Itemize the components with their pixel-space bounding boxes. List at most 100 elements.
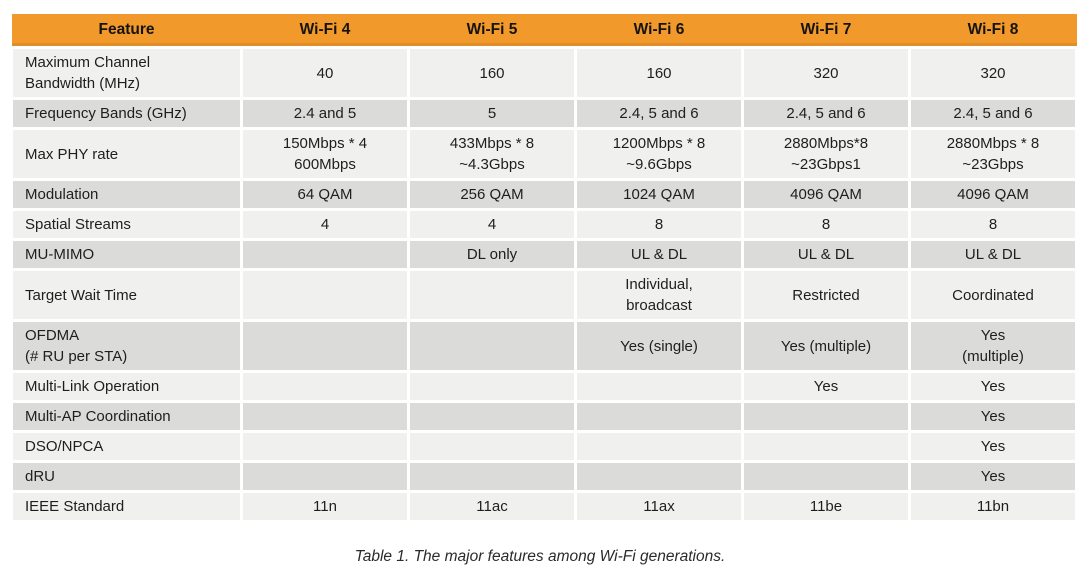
table-row: DSO/NPCA Yes [10, 430, 1078, 463]
feature-cell: Target Wait Time [10, 268, 243, 322]
value-cell: Yes [908, 460, 1078, 493]
value-cell: 5 [407, 97, 577, 130]
value-cell: 2.4 and 5 [240, 97, 410, 130]
table-row: Target Wait Time Individual, broadcast Res… [10, 268, 1078, 322]
value-cell: 11be [741, 490, 911, 523]
wifi-comparison-table: Feature Wi-Fi 4 Wi-Fi 5 Wi-Fi 6 Wi-Fi 7 … [10, 14, 1078, 523]
value-cell: 1024 QAM [574, 178, 744, 211]
value-cell: 320 [741, 46, 911, 100]
value-cell [574, 400, 744, 433]
table-row: OFDMA (# RU per STA) Yes (single) Yes (mul… [10, 319, 1078, 373]
value-cell: 2880Mbps * 8 ~23Gbps [908, 127, 1078, 181]
value-cell: 11n [240, 490, 410, 523]
value-cell [407, 319, 577, 373]
table-body: Maximum Channel Bandwidth (MHz) 40 160 160 3… [10, 46, 1078, 523]
feature-cell: Frequency Bands (GHz) [10, 97, 243, 130]
value-cell: 2.4, 5 and 6 [908, 97, 1078, 130]
feature-cell: OFDMA (# RU per STA) [10, 319, 243, 373]
value-cell: Yes (multiple) [741, 319, 911, 373]
column-header-wifi4: Wi-Fi 4 [241, 14, 409, 49]
wifi-comparison-table-wrap: Feature Wi-Fi 4 Wi-Fi 5 Wi-Fi 6 Wi-Fi 7 … [10, 14, 1078, 523]
value-cell [574, 430, 744, 463]
feature-cell: MU-MIMO [10, 238, 243, 271]
value-cell [407, 400, 577, 433]
value-cell: 4096 QAM [741, 178, 911, 211]
header-row: Feature Wi-Fi 4 Wi-Fi 5 Wi-Fi 6 Wi-Fi 7 … [11, 14, 1077, 49]
value-cell: Yes [908, 400, 1078, 433]
value-cell: 11ax [574, 490, 744, 523]
table-row: IEEE Standard 11n 11ac 11ax 11be 11bn [10, 490, 1078, 523]
table-row: Frequency Bands (GHz) 2.4 and 5 5 2.4, 5 an… [10, 97, 1078, 130]
value-cell: 160 [574, 46, 744, 100]
value-cell: Yes [908, 370, 1078, 403]
value-cell: 4 [407, 208, 577, 241]
value-cell: 8 [908, 208, 1078, 241]
value-cell [741, 430, 911, 463]
value-cell [240, 460, 410, 493]
value-cell [574, 370, 744, 403]
value-cell: 256 QAM [407, 178, 577, 211]
feature-cell: DSO/NPCA [10, 430, 243, 463]
value-cell: UL & DL [908, 238, 1078, 271]
value-cell [574, 460, 744, 493]
column-header-wifi8: Wi-Fi 8 [909, 14, 1077, 49]
table-row: Max PHY rate 150Mbps * 4 600Mbps 433Mbps *… [10, 127, 1078, 181]
value-cell [240, 238, 410, 271]
column-header-wifi5: Wi-Fi 5 [408, 14, 576, 49]
table-row: MU-MIMO DL only UL & DL UL & DL UL & DL [10, 238, 1078, 271]
table-caption: Table 1. The major features among Wi-Fi … [354, 548, 726, 565]
value-cell: Yes (single) [574, 319, 744, 373]
value-cell [240, 400, 410, 433]
value-cell [407, 460, 577, 493]
value-cell: 8 [574, 208, 744, 241]
feature-cell: Spatial Streams [10, 208, 243, 241]
value-cell [240, 370, 410, 403]
feature-cell: Max PHY rate [10, 127, 243, 181]
value-cell: 320 [908, 46, 1078, 100]
value-cell: 4 [240, 208, 410, 241]
value-cell: Individual, broadcast [574, 268, 744, 322]
value-cell: Yes [741, 370, 911, 403]
feature-cell: IEEE Standard [10, 490, 243, 523]
feature-cell: Modulation [10, 178, 243, 211]
value-cell [240, 430, 410, 463]
value-cell: Restricted [741, 268, 911, 322]
value-cell: 40 [240, 46, 410, 100]
feature-cell: Multi-AP Coordination [10, 400, 243, 433]
value-cell [240, 319, 410, 373]
column-header-wifi6: Wi-Fi 6 [575, 14, 743, 49]
value-cell: Yes [908, 430, 1078, 463]
value-cell: 160 [407, 46, 577, 100]
value-cell: Coordinated [908, 268, 1078, 322]
table-row: Multi-Link Operation Yes Yes [10, 370, 1078, 403]
column-header-feature: Feature [11, 14, 242, 49]
value-cell: 1200Mbps * 8 ~9.6Gbps [574, 127, 744, 181]
value-cell [407, 370, 577, 403]
value-cell: 2.4, 5 and 6 [741, 97, 911, 130]
value-cell [407, 430, 577, 463]
value-cell: 2880Mbps*8 ~23Gbps1 [741, 127, 911, 181]
value-cell: 64 QAM [240, 178, 410, 211]
value-cell [741, 460, 911, 493]
feature-cell: dRU [10, 460, 243, 493]
table-header: Feature Wi-Fi 4 Wi-Fi 5 Wi-Fi 6 Wi-Fi 7 … [11, 14, 1077, 49]
value-cell: DL only [407, 238, 577, 271]
feature-cell: Multi-Link Operation [10, 370, 243, 403]
value-cell: 433Mbps * 8 ~4.3Gbps [407, 127, 577, 181]
value-cell: 8 [741, 208, 911, 241]
value-cell [240, 268, 410, 322]
value-cell: 150Mbps * 4 600Mbps [240, 127, 410, 181]
value-cell: 11bn [908, 490, 1078, 523]
column-header-wifi7: Wi-Fi 7 [742, 14, 910, 49]
value-cell [741, 400, 911, 433]
value-cell [407, 268, 577, 322]
feature-cell: Maximum Channel Bandwidth (MHz) [10, 46, 243, 100]
value-cell: 11ac [407, 490, 577, 523]
table-row: Maximum Channel Bandwidth (MHz) 40 160 160 3… [10, 46, 1078, 100]
value-cell: Yes (multiple) [908, 319, 1078, 373]
table-row: Spatial Streams 4 4 8 8 8 [10, 208, 1078, 241]
value-cell: 4096 QAM [908, 178, 1078, 211]
value-cell: UL & DL [741, 238, 911, 271]
value-cell: UL & DL [574, 238, 744, 271]
